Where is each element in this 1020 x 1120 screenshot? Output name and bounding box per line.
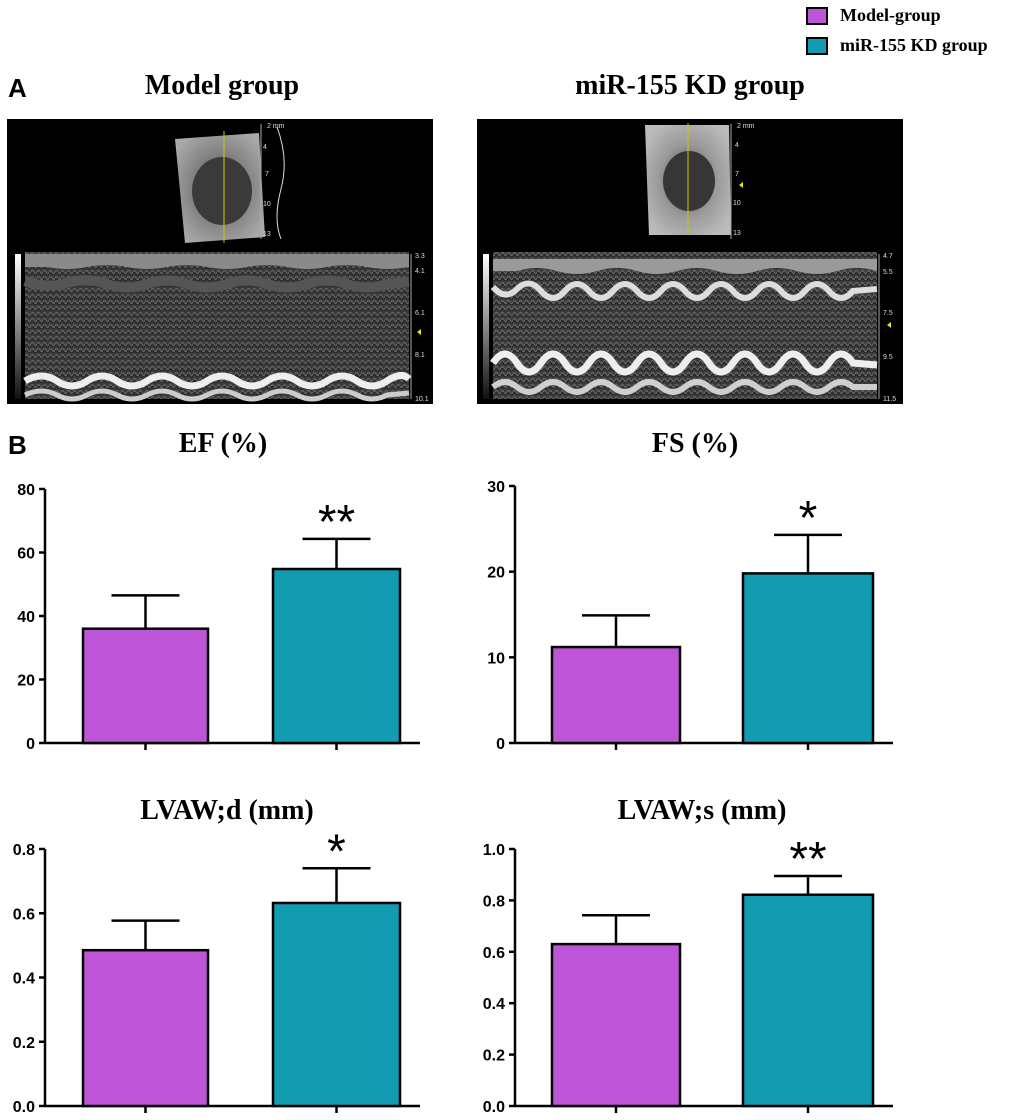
chart-title-fs: FS (%) <box>651 428 739 459</box>
depth-tick: 10 <box>263 201 271 208</box>
bar-chart-lvawd: 0.0 0.2 0.4 0.6 0.8 * <box>13 830 420 1116</box>
chart-title-lvaws: LVAW;s (mm) <box>617 795 787 826</box>
y-tick-label: 0.0 <box>483 1099 505 1116</box>
y-tick-label: 0.8 <box>13 842 35 859</box>
bar <box>741 893 875 1108</box>
panel-a-letter: A <box>8 73 27 103</box>
legend-swatch-kd <box>806 36 828 55</box>
echo-image-model-graphic: 2 mm 4 7 10 13 3.3 4.1 6.1 8.1 10.1 <box>15 123 429 403</box>
mmode-tick: 3.3 <box>415 253 425 260</box>
echo-image-model: 2 mm 4 7 10 13 3.3 4.1 6.1 8.1 10.1 <box>7 119 433 404</box>
legend-swatch-model <box>806 6 828 25</box>
legend-item-kd: miR-155 KD group <box>806 35 988 56</box>
y-tick-label: 0.2 <box>483 1048 505 1065</box>
depth-tick: 10 <box>733 200 741 207</box>
bar <box>550 942 682 1108</box>
y-tick-label: 0.4 <box>483 996 505 1013</box>
mmode-tick: 6.1 <box>415 310 425 317</box>
mmode-tick: 4.7 <box>883 253 893 260</box>
legend-label-kd: miR-155 KD group <box>840 35 988 55</box>
mmode-tick: 11.5 <box>883 396 896 403</box>
m-mode-strip <box>493 252 877 399</box>
depth-tick: 7 <box>265 171 269 178</box>
depth-tick: 4 <box>735 142 739 149</box>
y-tick-label: 20 <box>487 565 505 582</box>
bar-chart-fs: 0 10 20 30 * <box>487 479 893 753</box>
depth-tick: 4 <box>263 144 267 151</box>
bar-chart-ef: 0 20 40 60 80 ** <box>17 482 420 753</box>
significance-marker: ** <box>789 833 826 886</box>
bar <box>81 948 210 1108</box>
y-tick-label: 10 <box>487 650 505 667</box>
chart-title-ef: EF (%) <box>178 428 268 459</box>
echo-image-kd: 2 mm 4 7 10 13 4.7 5.5 7.5 9.5 11.5 <box>477 119 903 404</box>
significance-marker: ** <box>318 496 355 549</box>
significance-marker: * <box>799 492 818 545</box>
mmode-tick: 8.1 <box>415 352 425 359</box>
depth-tick: 7 <box>735 171 739 178</box>
y-tick-label: 0.0 <box>13 1099 35 1116</box>
legend-item-model: Model-group <box>806 5 941 26</box>
bar-chart-lvaws: 0.0 0.2 0.4 0.6 0.8 1.0 ** <box>483 833 893 1116</box>
panel-b-letter: B <box>8 430 27 460</box>
mmode-tick: 9.5 <box>883 354 893 361</box>
mmode-tick: 5.5 <box>883 269 893 276</box>
y-tick-label: 20 <box>17 673 35 690</box>
significance-marker: * <box>327 830 346 878</box>
y-tick-label: 30 <box>487 479 505 496</box>
panel-a-title-kd: miR-155 KD group <box>575 70 805 101</box>
panel-a-title-model: Model group <box>144 70 300 101</box>
y-tick-label: 60 <box>17 546 35 563</box>
bar <box>271 567 402 745</box>
depth-tick: 13 <box>733 230 741 237</box>
bar <box>81 627 210 745</box>
depth-tick: 2 mm <box>267 123 285 130</box>
echo-image-kd-graphic: 2 mm 4 7 10 13 4.7 5.5 7.5 9.5 11.5 <box>483 123 896 403</box>
mmode-tick: 7.5 <box>883 310 893 317</box>
legend-label-model: Model-group <box>840 5 941 25</box>
y-tick-label: 80 <box>17 482 35 499</box>
bar <box>550 645 682 745</box>
mmode-tick: 10.1 <box>415 396 429 403</box>
y-tick-label: 0.6 <box>483 945 505 962</box>
mmode-tick: 4.1 <box>415 268 425 275</box>
bar <box>741 572 875 745</box>
y-tick-label: 0.6 <box>13 906 35 923</box>
y-tick-label: 0.4 <box>13 971 35 988</box>
chart-title-lvawd: LVAW;d (mm) <box>140 795 314 826</box>
y-tick-label: 1.0 <box>483 842 505 859</box>
depth-tick: 13 <box>263 231 271 238</box>
bar <box>271 901 402 1108</box>
depth-tick: 2 mm <box>737 123 755 130</box>
y-tick-label: 0 <box>26 736 35 753</box>
y-tick-label: 40 <box>17 609 35 626</box>
y-tick-label: 0.8 <box>483 893 505 910</box>
y-tick-label: 0 <box>496 736 505 753</box>
y-tick-label: 0.2 <box>13 1035 35 1052</box>
